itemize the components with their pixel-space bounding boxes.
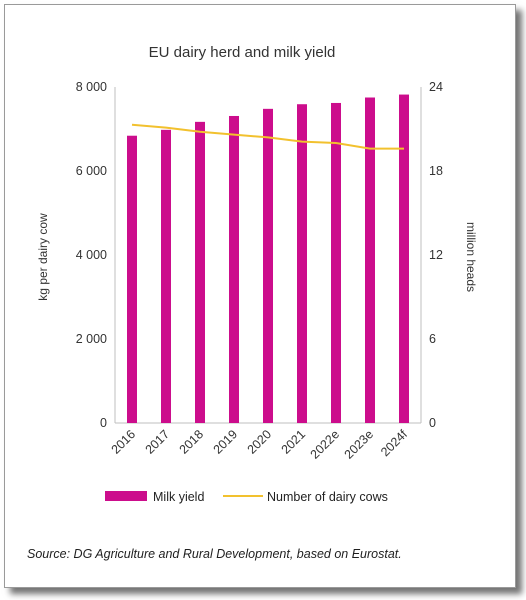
y2-tick-label: 0 — [429, 416, 436, 430]
chart-frame: EU dairy herd and milk yield kg per dair… — [4, 4, 516, 588]
y2-tick-label: 18 — [429, 164, 443, 178]
line-group — [131, 123, 404, 150]
y2-tick-label: 6 — [429, 332, 436, 346]
y2-tick-label: 12 — [429, 248, 443, 262]
bar-2019 — [229, 115, 239, 423]
chart: EU dairy herd and milk yield kg per dair… — [36, 44, 478, 504]
y2-axis-label: million heads — [464, 222, 478, 292]
x-tick-label: 2018 — [177, 427, 207, 457]
source-note: Source: DG Agriculture and Rural Develop… — [27, 547, 402, 561]
bar-2020 — [263, 108, 273, 423]
x-tick-label: 2019 — [211, 427, 241, 457]
y2-tick-label: 24 — [429, 80, 443, 94]
legend-label-dairy-cows: Number of dairy cows — [267, 490, 388, 504]
x-tick-label: 2020 — [245, 427, 275, 457]
bar-2017 — [161, 129, 171, 423]
bar-2022e — [331, 102, 341, 424]
y2-ticks: 0 6 12 18 24 — [429, 80, 443, 430]
legend-swatch-milk-yield — [105, 491, 147, 501]
x-tick-label: 2024f — [378, 427, 410, 459]
y-axis-label: kg per dairy cow — [36, 213, 50, 301]
bars-group — [127, 94, 409, 424]
y-tick-label: 4 000 — [76, 248, 107, 262]
x-tick-label: 2016 — [109, 427, 139, 457]
legend: Milk yield Number of dairy cows — [105, 490, 388, 504]
y-ticks: 0 2 000 4 000 6 000 8 000 — [76, 80, 107, 430]
bar-2021 — [297, 104, 307, 423]
x-tick-label: 2023e — [342, 427, 377, 462]
x-tick-label: 2022e — [308, 427, 343, 462]
chart-title: EU dairy herd and milk yield — [149, 44, 336, 61]
x-tick-label: 2021 — [279, 427, 309, 457]
bar-2024f — [399, 94, 409, 423]
bar-2016 — [127, 135, 137, 423]
bar-2018 — [195, 121, 205, 424]
bar-2023e — [365, 97, 375, 423]
x-ticks: 2016 2017 2018 2019 2020 2021 2022e 2023e 2024f — [109, 427, 411, 462]
y-tick-label: 0 — [100, 416, 107, 430]
y-tick-label: 6 000 — [76, 164, 107, 178]
x-tick-label: 2017 — [143, 427, 173, 457]
y-tick-label: 2 000 — [76, 332, 107, 346]
y-tick-label: 8 000 — [76, 80, 107, 94]
legend-label-milk-yield: Milk yield — [153, 490, 204, 504]
line-number-of-dairy-cows — [131, 123, 404, 150]
